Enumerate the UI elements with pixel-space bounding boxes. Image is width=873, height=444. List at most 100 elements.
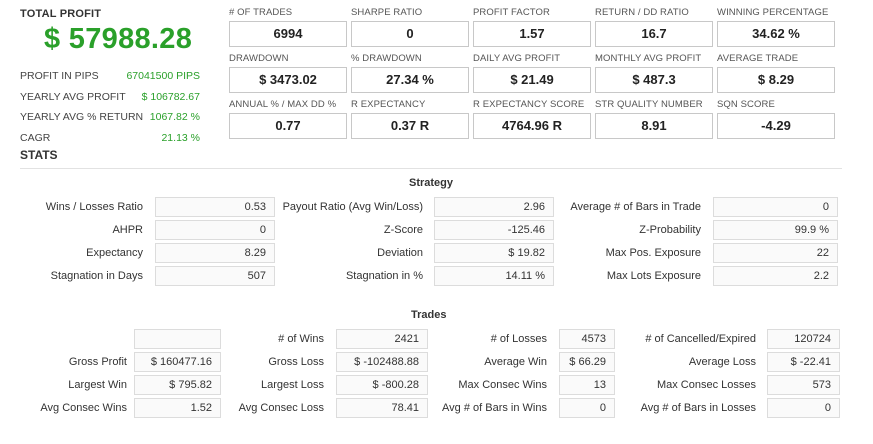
metric-label: MONTHLY AVG PROFIT — [595, 53, 702, 64]
trades-section-title: Trades — [411, 309, 447, 321]
strategy-value-box: 0 — [713, 197, 838, 217]
metric-label: R EXPECTANCY SCORE — [473, 99, 585, 110]
strategy-cell-label: Stagnation in Days — [50, 270, 143, 282]
trades-value-box: $ 795.82 — [134, 375, 221, 395]
metric-cell: AVERAGE TRADE $ 8.29 — [717, 53, 835, 93]
trades-value-box: 0 — [767, 398, 840, 418]
metric-label: SHARPE RATIO — [351, 7, 423, 18]
strategy-value-box: 2.2 — [713, 266, 838, 286]
strategy-value-box: -125.46 — [434, 220, 554, 240]
metric-label: DRAWDOWN — [229, 53, 289, 64]
metric-label: SQN SCORE — [717, 99, 775, 110]
trades-value-box: 2421 — [336, 329, 428, 349]
trades-value-box: $ 160477.16 — [134, 352, 221, 372]
strategy-value-box: 22 — [713, 243, 838, 263]
strategy-section-title: Strategy — [409, 177, 454, 189]
metric-value-box: 0.37 R — [351, 113, 469, 139]
trades-cell-label: Avg Consec Wins — [40, 402, 127, 414]
metric-label: STR QUALITY NUMBER — [595, 99, 703, 110]
trades-value-box: $ -22.41 — [767, 352, 840, 372]
strategy-value-box: 99.9 % — [713, 220, 838, 240]
summary-row-yearly-avg-profit: YEARLY AVG PROFIT $ 106782.67 — [20, 87, 200, 108]
metric-cell: PROFIT FACTOR 1.57 — [473, 7, 591, 47]
summary-row-value: 1067.82 % — [149, 111, 200, 123]
summary-row-value: 67041500 PIPS — [126, 70, 200, 82]
metric-label: PROFIT FACTOR — [473, 7, 550, 18]
strategy-value-box: 14.11 % — [434, 266, 554, 286]
strategy-value-box: 8.29 — [155, 243, 275, 263]
strategy-cell-label: AHPR — [112, 224, 143, 236]
strategy-value-box: 0 — [155, 220, 275, 240]
stats-title: STATS — [20, 148, 58, 162]
strategy-cell-label: Z-Score — [383, 224, 423, 236]
metric-value-box: $ 21.49 — [473, 67, 591, 93]
trades-value-box: 573 — [767, 375, 840, 395]
summary-row-label: PROFIT IN PIPS — [20, 70, 99, 82]
metric-cell: SHARPE RATIO 0 — [351, 7, 469, 47]
trades-cell-label: Largest Win — [68, 379, 127, 391]
total-profit-value: $ 57988.28 — [44, 23, 193, 55]
metric-value-box: 8.91 — [595, 113, 713, 139]
strategy-cell-label: Deviation — [377, 247, 423, 259]
trades-cell-label — [0, 329, 127, 349]
metric-label: DAILY AVG PROFIT — [473, 53, 561, 64]
trades-cell-label: Avg Consec Loss — [238, 402, 324, 414]
metric-value-box: $ 487.3 — [595, 67, 713, 93]
summary-row-label: YEARLY AVG PROFIT — [20, 90, 126, 103]
trades-cell-label: Average Win — [484, 356, 547, 368]
summary-rows: PROFIT IN PIPS 67041500 PIPS YEARLY AVG … — [20, 66, 200, 148]
metric-cell: SQN SCORE -4.29 — [717, 99, 835, 139]
metric-value-box: $ 3473.02 — [229, 67, 347, 93]
strategy-cell-label: Wins / Losses Ratio — [45, 201, 143, 213]
strategy-cell-label: Average # of Bars in Trade — [570, 201, 701, 213]
metric-value-box: 6994 — [229, 21, 347, 47]
trades-value-box: $ 66.29 — [559, 352, 615, 372]
strategy-cell-label: Payout Ratio (Avg Win/Loss) — [282, 201, 423, 213]
trades-value-box: 4573 — [559, 329, 615, 349]
summary-row-label: YEARLY AVG % RETURN — [20, 111, 144, 123]
metric-cell: ANNUAL % / MAX DD % 0.77 — [229, 99, 347, 139]
metric-cell: DAILY AVG PROFIT $ 21.49 — [473, 53, 591, 93]
trades-cell-label: Avg # of Bars in Wins — [442, 402, 547, 414]
metric-cell: DRAWDOWN $ 3473.02 — [229, 53, 347, 93]
trades-cell-label: Largest Loss — [261, 379, 324, 391]
trades-value-box: 120724 — [767, 329, 840, 349]
trades-cell-label: # of Losses — [490, 333, 547, 345]
summary-row-cagr: CAGR 21.13 % — [20, 128, 200, 149]
stats-divider — [20, 168, 842, 169]
strategy-cell-label: Z-Probability — [639, 224, 701, 236]
trades-cell-label: Max Consec Wins — [458, 379, 547, 391]
trades-value-box — [134, 329, 221, 349]
summary-row-value: 21.13 % — [161, 131, 200, 144]
strategy-cell-label: Max Lots Exposure — [606, 270, 701, 282]
total-profit-label: TOTAL PROFIT — [20, 8, 102, 20]
trades-cell-label: Avg # of Bars in Losses — [640, 402, 756, 414]
trades-cell-label: # of Cancelled/Expired — [645, 333, 756, 345]
strategy-cell-label: Stagnation in % — [345, 270, 423, 282]
strategy-cell-label: Expectancy — [86, 247, 143, 259]
trades-value-box: $ -800.28 — [336, 375, 428, 395]
metric-value-box: 0 — [351, 21, 469, 47]
metric-label: # OF TRADES — [229, 7, 293, 18]
trades-value-box: 78.41 — [336, 398, 428, 418]
metric-value-box: -4.29 — [717, 113, 835, 139]
trades-cell-label: Max Consec Losses — [656, 379, 756, 391]
trades-cell-label: Gross Profit — [68, 356, 127, 368]
metric-cell: # OF TRADES 6994 — [229, 7, 347, 47]
trades-cell-label: Average Loss — [688, 356, 756, 368]
metric-cell: WINNING PERCENTAGE 34.62 % — [717, 7, 835, 47]
metric-cell: STR QUALITY NUMBER 8.91 — [595, 99, 713, 139]
strategy-value-box: 507 — [155, 266, 275, 286]
metric-value-box: 27.34 % — [351, 67, 469, 93]
metric-label: WINNING PERCENTAGE — [717, 7, 829, 18]
metric-cell: R EXPECTANCY SCORE 4764.96 R — [473, 99, 591, 139]
strategy-value-box: $ 19.82 — [434, 243, 554, 263]
metric-value-box: $ 8.29 — [717, 67, 835, 93]
metric-value-box: 16.7 — [595, 21, 713, 47]
summary-row-profit-in-pips: PROFIT IN PIPS 67041500 PIPS — [20, 66, 200, 87]
summary-row-value: $ 106782.67 — [141, 90, 200, 103]
trades-value-box: 1.52 — [134, 398, 221, 418]
trades-value-box: 0 — [559, 398, 615, 418]
metric-value-box: 4764.96 R — [473, 113, 591, 139]
metric-label: % DRAWDOWN — [351, 53, 422, 64]
